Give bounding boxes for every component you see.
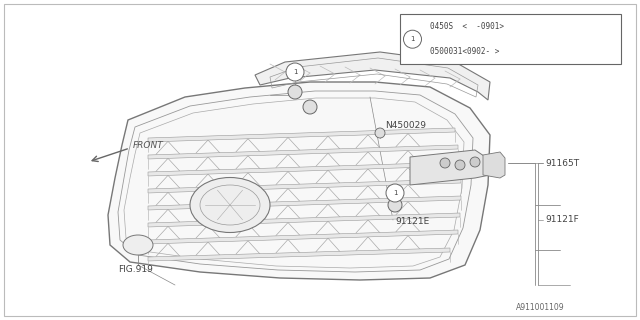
Text: A911001109: A911001109 [516,303,564,313]
Circle shape [386,184,404,202]
Text: 0450S  <  -0901>: 0450S < -0901> [430,22,504,31]
Polygon shape [148,162,460,176]
Text: N450029: N450029 [385,121,426,130]
Text: FIG.919: FIG.919 [118,266,153,275]
Text: 0500031<0902- >: 0500031<0902- > [430,47,499,56]
Circle shape [286,63,304,81]
Circle shape [388,198,402,212]
Circle shape [470,157,480,167]
Text: 91121F: 91121F [545,215,579,225]
Polygon shape [148,196,461,210]
Circle shape [288,85,302,99]
Text: 1: 1 [393,190,397,196]
Polygon shape [148,248,450,261]
Polygon shape [410,150,490,185]
Polygon shape [108,82,490,280]
Ellipse shape [190,178,270,233]
Text: FRONT: FRONT [133,141,164,150]
Polygon shape [148,230,458,244]
Polygon shape [148,213,460,227]
Polygon shape [148,128,455,142]
Text: 1: 1 [292,69,297,75]
Circle shape [375,128,385,138]
Polygon shape [148,145,458,159]
Polygon shape [483,152,505,178]
Ellipse shape [123,235,153,255]
Bar [400,14,621,64]
Circle shape [403,30,422,48]
Polygon shape [255,52,490,100]
Text: 91121E: 91121E [395,218,429,227]
Text: 91165T: 91165T [545,158,579,167]
Circle shape [440,158,450,168]
Polygon shape [148,179,461,193]
Text: 1: 1 [410,36,415,42]
Circle shape [455,160,465,170]
Circle shape [303,100,317,114]
